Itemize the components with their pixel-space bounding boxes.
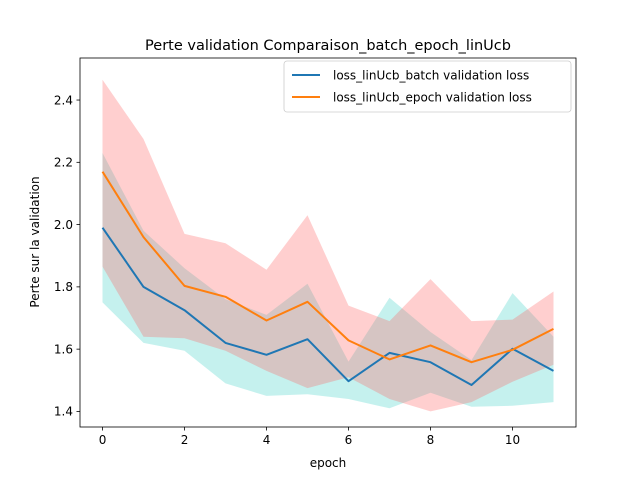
x-tick-label: 0 <box>99 433 107 447</box>
y-tick-label: 1.8 <box>54 280 73 294</box>
x-axis-ticks: 0 2 4 6 8 10 <box>99 427 520 447</box>
x-tick-label: 4 <box>263 433 271 447</box>
series-line-1 <box>101 171 554 364</box>
series-line-0 <box>101 227 554 386</box>
legend: loss_linUcb_batch validation loss loss_l… <box>283 60 572 113</box>
y-tick-label: 1.6 <box>54 342 73 356</box>
x-tick-label: 6 <box>345 433 353 447</box>
confidence-bands <box>102 79 554 412</box>
y-axis-ticks: 1.4 1.6 1.8 2.0 2.2 2.4 <box>54 93 80 419</box>
series-lines <box>101 171 554 386</box>
confidence-band-0 <box>102 153 554 409</box>
x-tick-label: 2 <box>181 433 189 447</box>
x-tick-label: 8 <box>427 433 435 447</box>
confidence-band-1 <box>102 79 554 412</box>
y-tick-label: 2.2 <box>54 156 73 170</box>
y-tick-label: 2.0 <box>54 218 73 232</box>
y-axis-label: Perte sur la validation <box>28 176 42 307</box>
plot-frame <box>79 57 577 428</box>
y-tick-label: 2.4 <box>54 93 73 107</box>
legend-label-batch: loss_linUcb_batch validation loss <box>333 69 529 83</box>
legend-label-epoch: loss_linUcb_epoch validation loss <box>333 91 532 105</box>
x-tick-label: 10 <box>505 433 520 447</box>
x-axis-label: epoch <box>310 456 347 470</box>
legend-box <box>283 60 572 113</box>
chart-title: Perte validation Comparaison_batch_epoch… <box>145 38 511 54</box>
y-tick-label: 1.4 <box>54 405 73 419</box>
